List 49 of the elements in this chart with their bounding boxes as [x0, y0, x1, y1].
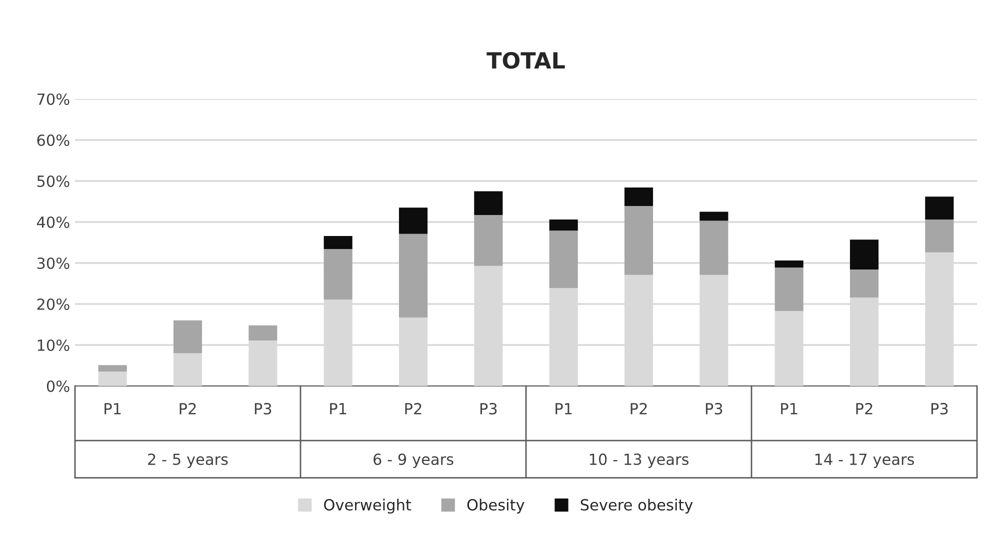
- bar: [324, 236, 352, 250]
- text: 6 - 9 years: [374, 453, 454, 468]
- bar: [774, 260, 804, 268]
- bar: [624, 188, 654, 206]
- y-tick-label: 10%: [38, 339, 70, 352]
- bar: [324, 249, 352, 300]
- x-tick-label: P2: [405, 402, 422, 414]
- x-tick-label: P2: [856, 402, 872, 414]
- x-tick-label: P1: [104, 403, 121, 414]
- bar: [774, 268, 804, 311]
- x-tick-label: P3: [706, 402, 722, 414]
- text: 2 - 5 years: [148, 453, 228, 468]
- bar: [398, 234, 428, 318]
- y-tick-label: 20%: [37, 298, 70, 310]
- y-tick-label: 70%: [37, 93, 70, 106]
- chart-title: TOTAL: [486, 52, 565, 69]
- x-tick-label: P2: [630, 402, 647, 414]
- bar: [173, 320, 202, 354]
- y-tick-label: 50%: [37, 175, 70, 188]
- x-tick-label: P3: [931, 402, 948, 414]
- legend-label: Obesity: [467, 498, 524, 514]
- bar: [925, 196, 954, 220]
- y-tick-label: 60%: [37, 134, 70, 146]
- bar: [850, 270, 879, 298]
- bar: [549, 230, 578, 288]
- bar: [474, 191, 503, 216]
- x-tick-label: P3: [254, 402, 272, 414]
- bar: [398, 208, 428, 234]
- legend-label: Overweight: [324, 498, 412, 514]
- x-tick-label: P1: [556, 403, 572, 414]
- x-tick-label: P1: [781, 403, 798, 414]
- text: 10 - 13 years: [590, 453, 689, 468]
- legend-label: Severe obesity: [580, 498, 693, 514]
- x-tick-label: P1: [330, 403, 346, 414]
- y-tick-label: 30%: [37, 257, 70, 270]
- bar: [549, 220, 578, 231]
- bar: [850, 240, 879, 270]
- bar: [700, 212, 728, 221]
- x-tick-label: P3: [480, 402, 497, 414]
- bar: [700, 220, 728, 275]
- y-tick-label: 40%: [36, 216, 70, 228]
- bar: [925, 220, 954, 252]
- text: 14 - 17 years: [815, 454, 914, 468]
- bar: [248, 325, 278, 340]
- x-tick-label: P2: [180, 402, 196, 414]
- y-tick-label: 0%: [46, 380, 70, 392]
- bar: [98, 365, 127, 372]
- bar: [474, 215, 503, 266]
- bar: [624, 206, 654, 275]
